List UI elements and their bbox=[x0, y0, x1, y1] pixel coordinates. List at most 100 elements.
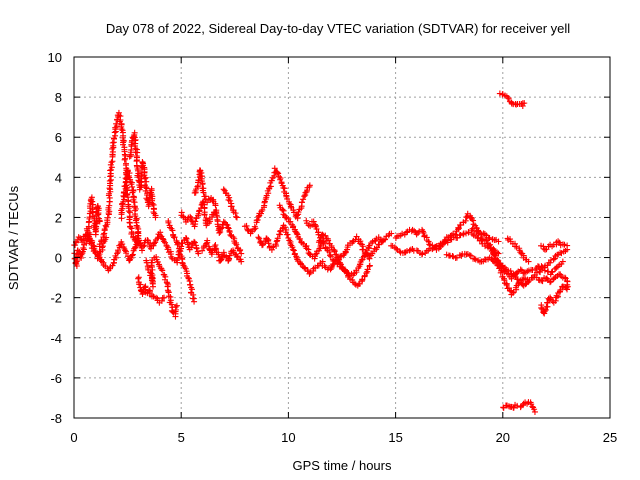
data-point bbox=[157, 232, 164, 239]
data-point bbox=[267, 183, 274, 190]
data-point bbox=[118, 126, 125, 133]
data-point bbox=[538, 304, 545, 311]
data-point bbox=[301, 264, 308, 271]
data-point bbox=[505, 403, 512, 410]
data-point bbox=[141, 175, 148, 182]
data-point bbox=[129, 189, 136, 196]
data-point bbox=[425, 238, 432, 245]
data-point bbox=[147, 245, 154, 252]
data-point bbox=[562, 275, 569, 282]
data-point bbox=[306, 182, 313, 189]
x-tick-label: 20 bbox=[496, 430, 510, 445]
data-point bbox=[497, 269, 504, 276]
data-point bbox=[322, 232, 329, 239]
data-points bbox=[71, 90, 571, 415]
data-point bbox=[399, 230, 406, 237]
data-point bbox=[319, 231, 326, 238]
data-point bbox=[478, 237, 485, 244]
data-point bbox=[215, 251, 222, 258]
data-point bbox=[143, 178, 150, 185]
data-point bbox=[233, 253, 240, 260]
data-point bbox=[151, 240, 158, 247]
data-point bbox=[419, 250, 426, 257]
data-point bbox=[171, 234, 178, 241]
data-point bbox=[359, 256, 366, 263]
data-point bbox=[165, 219, 172, 226]
data-point bbox=[495, 250, 502, 257]
data-point bbox=[217, 225, 224, 232]
data-point bbox=[364, 266, 371, 273]
data-point bbox=[128, 181, 135, 188]
data-point bbox=[520, 270, 527, 277]
y-tick-label: 2 bbox=[55, 210, 62, 225]
data-point bbox=[162, 239, 169, 246]
data-point bbox=[293, 212, 300, 219]
data-point bbox=[525, 258, 532, 265]
data-point bbox=[258, 208, 265, 215]
data-point bbox=[243, 222, 250, 229]
data-point bbox=[361, 272, 368, 279]
data-point bbox=[251, 226, 258, 233]
data-point bbox=[177, 248, 184, 255]
data-point bbox=[238, 258, 245, 265]
data-point bbox=[550, 256, 557, 263]
data-point bbox=[125, 208, 132, 215]
data-point bbox=[360, 246, 367, 253]
data-point bbox=[193, 245, 200, 252]
data-point bbox=[537, 269, 544, 276]
data-point bbox=[159, 267, 166, 274]
data-point bbox=[188, 214, 195, 221]
y-tick-label: -8 bbox=[50, 411, 62, 426]
data-point bbox=[531, 406, 538, 413]
data-point bbox=[169, 227, 176, 234]
x-tick-label: 0 bbox=[70, 430, 77, 445]
data-point bbox=[541, 308, 548, 315]
data-point bbox=[510, 404, 517, 411]
x-tick-label: 25 bbox=[603, 430, 617, 445]
data-point bbox=[137, 242, 144, 249]
data-point bbox=[492, 255, 499, 262]
data-point bbox=[293, 230, 300, 237]
data-point bbox=[96, 241, 103, 248]
data-point bbox=[201, 211, 208, 218]
data-point bbox=[224, 224, 231, 231]
data-point bbox=[501, 277, 508, 284]
data-point bbox=[238, 250, 245, 257]
data-point bbox=[121, 189, 128, 196]
x-tick-label: 10 bbox=[281, 430, 295, 445]
data-point bbox=[212, 202, 219, 209]
data-point bbox=[552, 297, 559, 304]
data-point bbox=[513, 101, 520, 108]
data-point bbox=[312, 251, 319, 258]
data-point bbox=[290, 247, 297, 254]
data-point bbox=[129, 251, 136, 258]
data-point bbox=[114, 250, 121, 257]
data-point bbox=[265, 240, 272, 247]
data-point bbox=[276, 231, 283, 238]
data-point bbox=[505, 95, 512, 102]
data-point bbox=[172, 303, 179, 310]
data-point bbox=[122, 183, 129, 190]
data-point bbox=[144, 237, 151, 244]
data-point bbox=[551, 255, 558, 262]
data-point bbox=[119, 241, 126, 248]
data-point bbox=[139, 158, 146, 165]
grid-lines bbox=[74, 57, 610, 418]
data-point bbox=[123, 250, 130, 257]
data-point bbox=[220, 218, 227, 225]
data-point bbox=[203, 240, 210, 247]
data-point bbox=[233, 214, 240, 221]
data-point bbox=[282, 224, 289, 231]
data-point bbox=[275, 170, 282, 177]
data-point bbox=[555, 238, 562, 245]
data-point bbox=[137, 178, 144, 185]
data-point bbox=[191, 239, 198, 246]
data-point bbox=[187, 213, 194, 220]
data-point bbox=[233, 241, 240, 248]
data-point bbox=[295, 209, 302, 216]
data-point bbox=[547, 259, 554, 266]
axis-ticks bbox=[73, 56, 611, 419]
data-point bbox=[182, 234, 189, 241]
data-point bbox=[200, 189, 207, 196]
data-point bbox=[226, 229, 233, 236]
